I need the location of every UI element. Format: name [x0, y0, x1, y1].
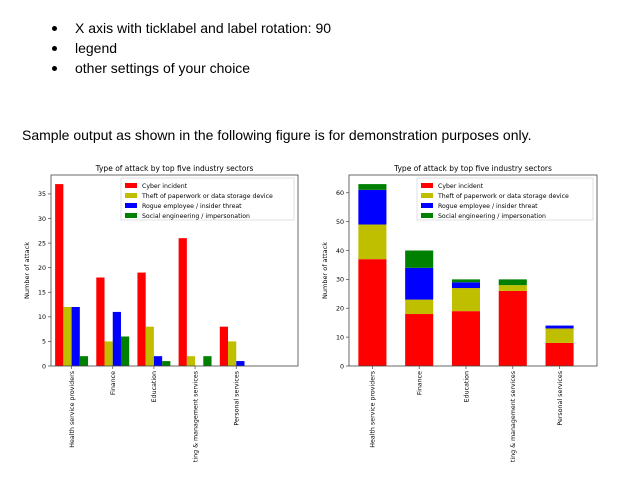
x-tick-label: Health service providers — [69, 371, 76, 448]
bar — [405, 299, 434, 315]
legend-swatch — [125, 183, 137, 188]
y-tick-label: 20 — [38, 265, 46, 272]
paragraph: Sample output as shown in the following … — [22, 127, 532, 143]
chart-title: Type of attack by top five industry sect… — [393, 164, 552, 173]
legend-label: Social engineering / impersonation — [142, 213, 250, 220]
bar — [186, 356, 196, 366]
y-tick-label: 10 — [38, 314, 46, 321]
bar — [145, 326, 154, 366]
legend-swatch — [125, 213, 137, 218]
bar — [104, 341, 113, 366]
bar — [112, 311, 121, 366]
legend-label: Theft of paperwork or data storage devic… — [437, 193, 569, 200]
bar — [405, 250, 434, 268]
y-axis-label: Number of attack — [23, 242, 31, 299]
y-tick-label: 20 — [336, 306, 344, 313]
x-tick-label: ting & management services — [192, 371, 199, 462]
legend — [416, 177, 594, 221]
legend-label: Cyber incident — [438, 183, 484, 190]
bar — [228, 341, 237, 366]
y-tick-label: 10 — [336, 334, 344, 341]
grouped-bar-chart: Type of attack by top five industry sect… — [23, 164, 299, 462]
x-tick-label: Finance — [416, 371, 423, 395]
bar — [120, 336, 130, 366]
bar — [451, 288, 481, 312]
bar — [137, 272, 146, 366]
y-tick-label: 35 — [38, 191, 46, 198]
bar — [498, 285, 527, 291]
y-tick-label: 25 — [38, 240, 46, 247]
bar — [63, 307, 72, 366]
axes-frame — [348, 174, 598, 367]
legend-label: Theft of paperwork or data storage devic… — [141, 193, 273, 200]
bullet-icon — [52, 26, 57, 31]
x-tick-label: Education — [151, 371, 158, 402]
legend-label: Rogue employee / insider threat — [142, 203, 242, 210]
legend-label: Rogue employee / insider threat — [438, 203, 538, 210]
bar — [203, 356, 212, 366]
bar — [162, 361, 171, 366]
x-tick-label: ting & management services — [510, 371, 517, 462]
x-tick-label: Finance — [110, 371, 117, 395]
bar — [358, 184, 387, 190]
bar — [358, 189, 387, 225]
bar — [405, 267, 434, 300]
bar — [545, 325, 574, 329]
y-tick-label: 0 — [340, 363, 344, 370]
legend — [120, 177, 295, 221]
bullet-icon — [52, 66, 57, 71]
y-tick-label: 40 — [336, 248, 344, 255]
bar — [405, 314, 434, 366]
y-tick-label: 0 — [42, 363, 46, 370]
legend-swatch — [125, 193, 137, 198]
bar — [55, 184, 64, 366]
bar — [545, 342, 574, 366]
bar — [79, 356, 89, 366]
y-tick-label: 30 — [336, 277, 344, 284]
y-tick-label: 15 — [38, 290, 46, 297]
bullet-icon — [52, 46, 57, 51]
legend-label: Cyber incident — [142, 183, 188, 190]
bar — [178, 238, 187, 366]
y-tick-label: 5 — [42, 339, 46, 346]
bar — [451, 279, 481, 283]
axes-frame — [50, 174, 299, 367]
y-tick-label: 30 — [38, 216, 46, 223]
x-tick-label: Personal services — [234, 371, 241, 426]
bar — [451, 282, 481, 289]
bar — [545, 328, 574, 343]
x-tick-label: Personal services — [557, 371, 564, 426]
legend-swatch — [125, 203, 137, 208]
chart-title: Type of attack by top five industry sect… — [95, 164, 254, 173]
y-tick-label: 50 — [336, 219, 344, 226]
bar — [498, 290, 527, 366]
y-axis-label: Number of attack — [321, 242, 329, 299]
y-tick-label: 60 — [336, 190, 344, 197]
bar — [96, 277, 105, 366]
legend-label: Social engineering / impersonation — [438, 213, 546, 220]
bar — [236, 361, 245, 366]
bar — [153, 356, 163, 366]
stacked-bar-chart: Type of attack by top five industry sect… — [321, 164, 598, 462]
legend-swatch — [421, 183, 433, 188]
legend-swatch — [421, 213, 433, 218]
bar — [358, 259, 387, 366]
bar — [219, 326, 229, 366]
bar — [71, 307, 80, 366]
legend-swatch — [421, 203, 433, 208]
x-tick-label: Health service providers — [370, 371, 377, 448]
bar — [358, 224, 387, 260]
bar — [451, 311, 481, 366]
x-tick-label: Education — [463, 371, 470, 402]
bar — [498, 279, 527, 286]
legend-swatch — [421, 193, 433, 198]
